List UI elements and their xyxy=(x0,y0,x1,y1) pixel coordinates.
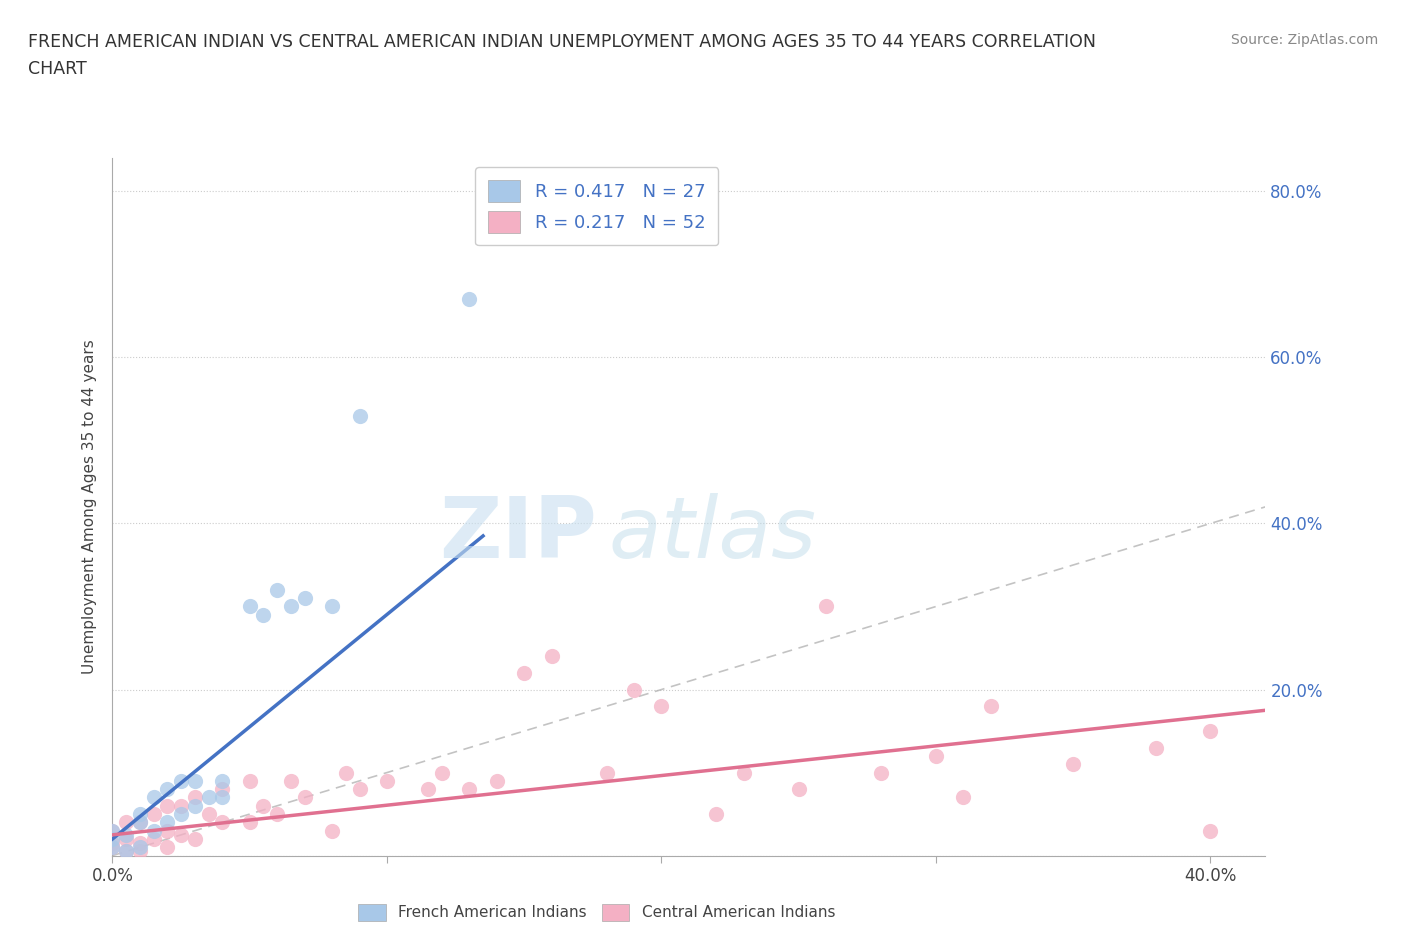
Point xyxy=(129,806,152,821)
Point xyxy=(170,806,193,821)
Point xyxy=(595,765,617,780)
Point xyxy=(101,823,124,838)
Point xyxy=(335,765,357,780)
Point xyxy=(101,823,124,838)
Point xyxy=(252,798,274,813)
Text: CHART: CHART xyxy=(28,60,87,78)
Point xyxy=(239,599,262,614)
Point xyxy=(321,823,343,838)
Point xyxy=(870,765,893,780)
Point xyxy=(129,815,152,830)
Point xyxy=(458,782,481,797)
Point xyxy=(266,806,288,821)
Point xyxy=(101,840,124,855)
Point xyxy=(115,831,138,846)
Point xyxy=(375,774,398,789)
Point xyxy=(349,408,371,423)
Point xyxy=(211,790,233,805)
Point xyxy=(787,782,810,797)
Point xyxy=(650,698,672,713)
Point xyxy=(115,815,138,830)
Point xyxy=(156,823,179,838)
Point xyxy=(170,798,193,813)
Point xyxy=(925,749,948,764)
Point xyxy=(156,815,179,830)
Point xyxy=(101,831,124,846)
Point xyxy=(115,844,138,859)
Point xyxy=(211,815,233,830)
Point xyxy=(280,774,302,789)
Point xyxy=(1062,757,1084,772)
Point xyxy=(266,582,288,597)
Point xyxy=(294,790,316,805)
Point xyxy=(115,844,138,859)
Point xyxy=(1144,740,1167,755)
Point xyxy=(142,806,165,821)
Point xyxy=(170,774,193,789)
Point xyxy=(184,831,207,846)
Point xyxy=(170,828,193,843)
Legend: French American Indians, Central American Indians: French American Indians, Central America… xyxy=(350,897,842,928)
Point xyxy=(252,607,274,622)
Point xyxy=(211,774,233,789)
Point xyxy=(321,599,343,614)
Point xyxy=(142,823,165,838)
Point xyxy=(156,798,179,813)
Point xyxy=(184,790,207,805)
Point xyxy=(706,806,728,821)
Point xyxy=(239,815,262,830)
Y-axis label: Unemployment Among Ages 35 to 44 years: Unemployment Among Ages 35 to 44 years xyxy=(82,339,97,674)
Point xyxy=(458,292,481,307)
Point xyxy=(101,836,124,851)
Point xyxy=(540,649,562,664)
Point xyxy=(129,815,152,830)
Point xyxy=(129,836,152,851)
Point xyxy=(349,782,371,797)
Point xyxy=(197,806,219,821)
Point xyxy=(156,840,179,855)
Point xyxy=(142,831,165,846)
Point xyxy=(1199,724,1222,738)
Point xyxy=(513,666,536,681)
Point xyxy=(115,828,138,843)
Point xyxy=(156,782,179,797)
Point xyxy=(101,840,124,855)
Point xyxy=(142,790,165,805)
Point xyxy=(184,774,207,789)
Point xyxy=(197,790,219,805)
Text: ZIP: ZIP xyxy=(439,493,596,577)
Point xyxy=(623,682,645,697)
Point xyxy=(418,782,440,797)
Point xyxy=(733,765,755,780)
Text: atlas: atlas xyxy=(609,493,817,577)
Text: FRENCH AMERICAN INDIAN VS CENTRAL AMERICAN INDIAN UNEMPLOYMENT AMONG AGES 35 TO : FRENCH AMERICAN INDIAN VS CENTRAL AMERIC… xyxy=(28,33,1097,50)
Point xyxy=(815,599,838,614)
Point xyxy=(129,840,152,855)
Point xyxy=(294,591,316,605)
Point xyxy=(184,798,207,813)
Point xyxy=(239,774,262,789)
Point xyxy=(952,790,974,805)
Point xyxy=(280,599,302,614)
Point xyxy=(980,698,1002,713)
Point xyxy=(430,765,453,780)
Text: Source: ZipAtlas.com: Source: ZipAtlas.com xyxy=(1230,33,1378,46)
Point xyxy=(1199,823,1222,838)
Point xyxy=(211,782,233,797)
Point xyxy=(129,844,152,859)
Point xyxy=(485,774,508,789)
